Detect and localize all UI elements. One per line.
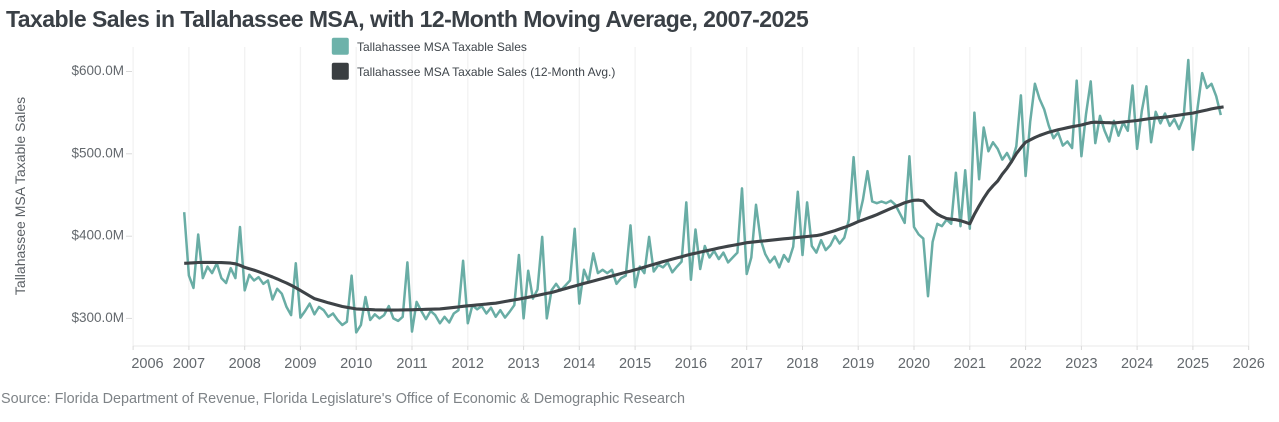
- svg-text:2006: 2006: [131, 356, 163, 372]
- svg-text:2018: 2018: [786, 356, 818, 372]
- svg-text:2022: 2022: [1009, 356, 1041, 372]
- svg-text:Tallahassee MSA Taxable Sales: Tallahassee MSA Taxable Sales: [12, 97, 28, 295]
- svg-text:2026: 2026: [1233, 356, 1265, 372]
- svg-text:2012: 2012: [452, 356, 484, 372]
- svg-text:2024: 2024: [1121, 356, 1153, 372]
- svg-text:$400.0M: $400.0M: [71, 228, 124, 243]
- svg-text:$300.0M: $300.0M: [71, 310, 124, 325]
- svg-text:2010: 2010: [340, 356, 372, 372]
- svg-text:2023: 2023: [1065, 356, 1097, 372]
- svg-text:2007: 2007: [173, 356, 205, 372]
- svg-text:2008: 2008: [229, 356, 261, 372]
- svg-text:2021: 2021: [954, 356, 986, 372]
- svg-text:2015: 2015: [619, 356, 651, 372]
- svg-text:2016: 2016: [675, 356, 707, 372]
- svg-text:2020: 2020: [898, 356, 930, 372]
- svg-text:2017: 2017: [731, 356, 763, 372]
- svg-text:2013: 2013: [507, 356, 539, 372]
- svg-text:$500.0M: $500.0M: [71, 145, 124, 160]
- svg-text:2011: 2011: [396, 356, 427, 372]
- svg-text:2014: 2014: [563, 356, 595, 372]
- svg-text:2025: 2025: [1177, 356, 1209, 372]
- svg-text:2009: 2009: [284, 356, 316, 372]
- svg-text:2019: 2019: [842, 356, 874, 372]
- svg-text:$600.0M: $600.0M: [71, 63, 124, 78]
